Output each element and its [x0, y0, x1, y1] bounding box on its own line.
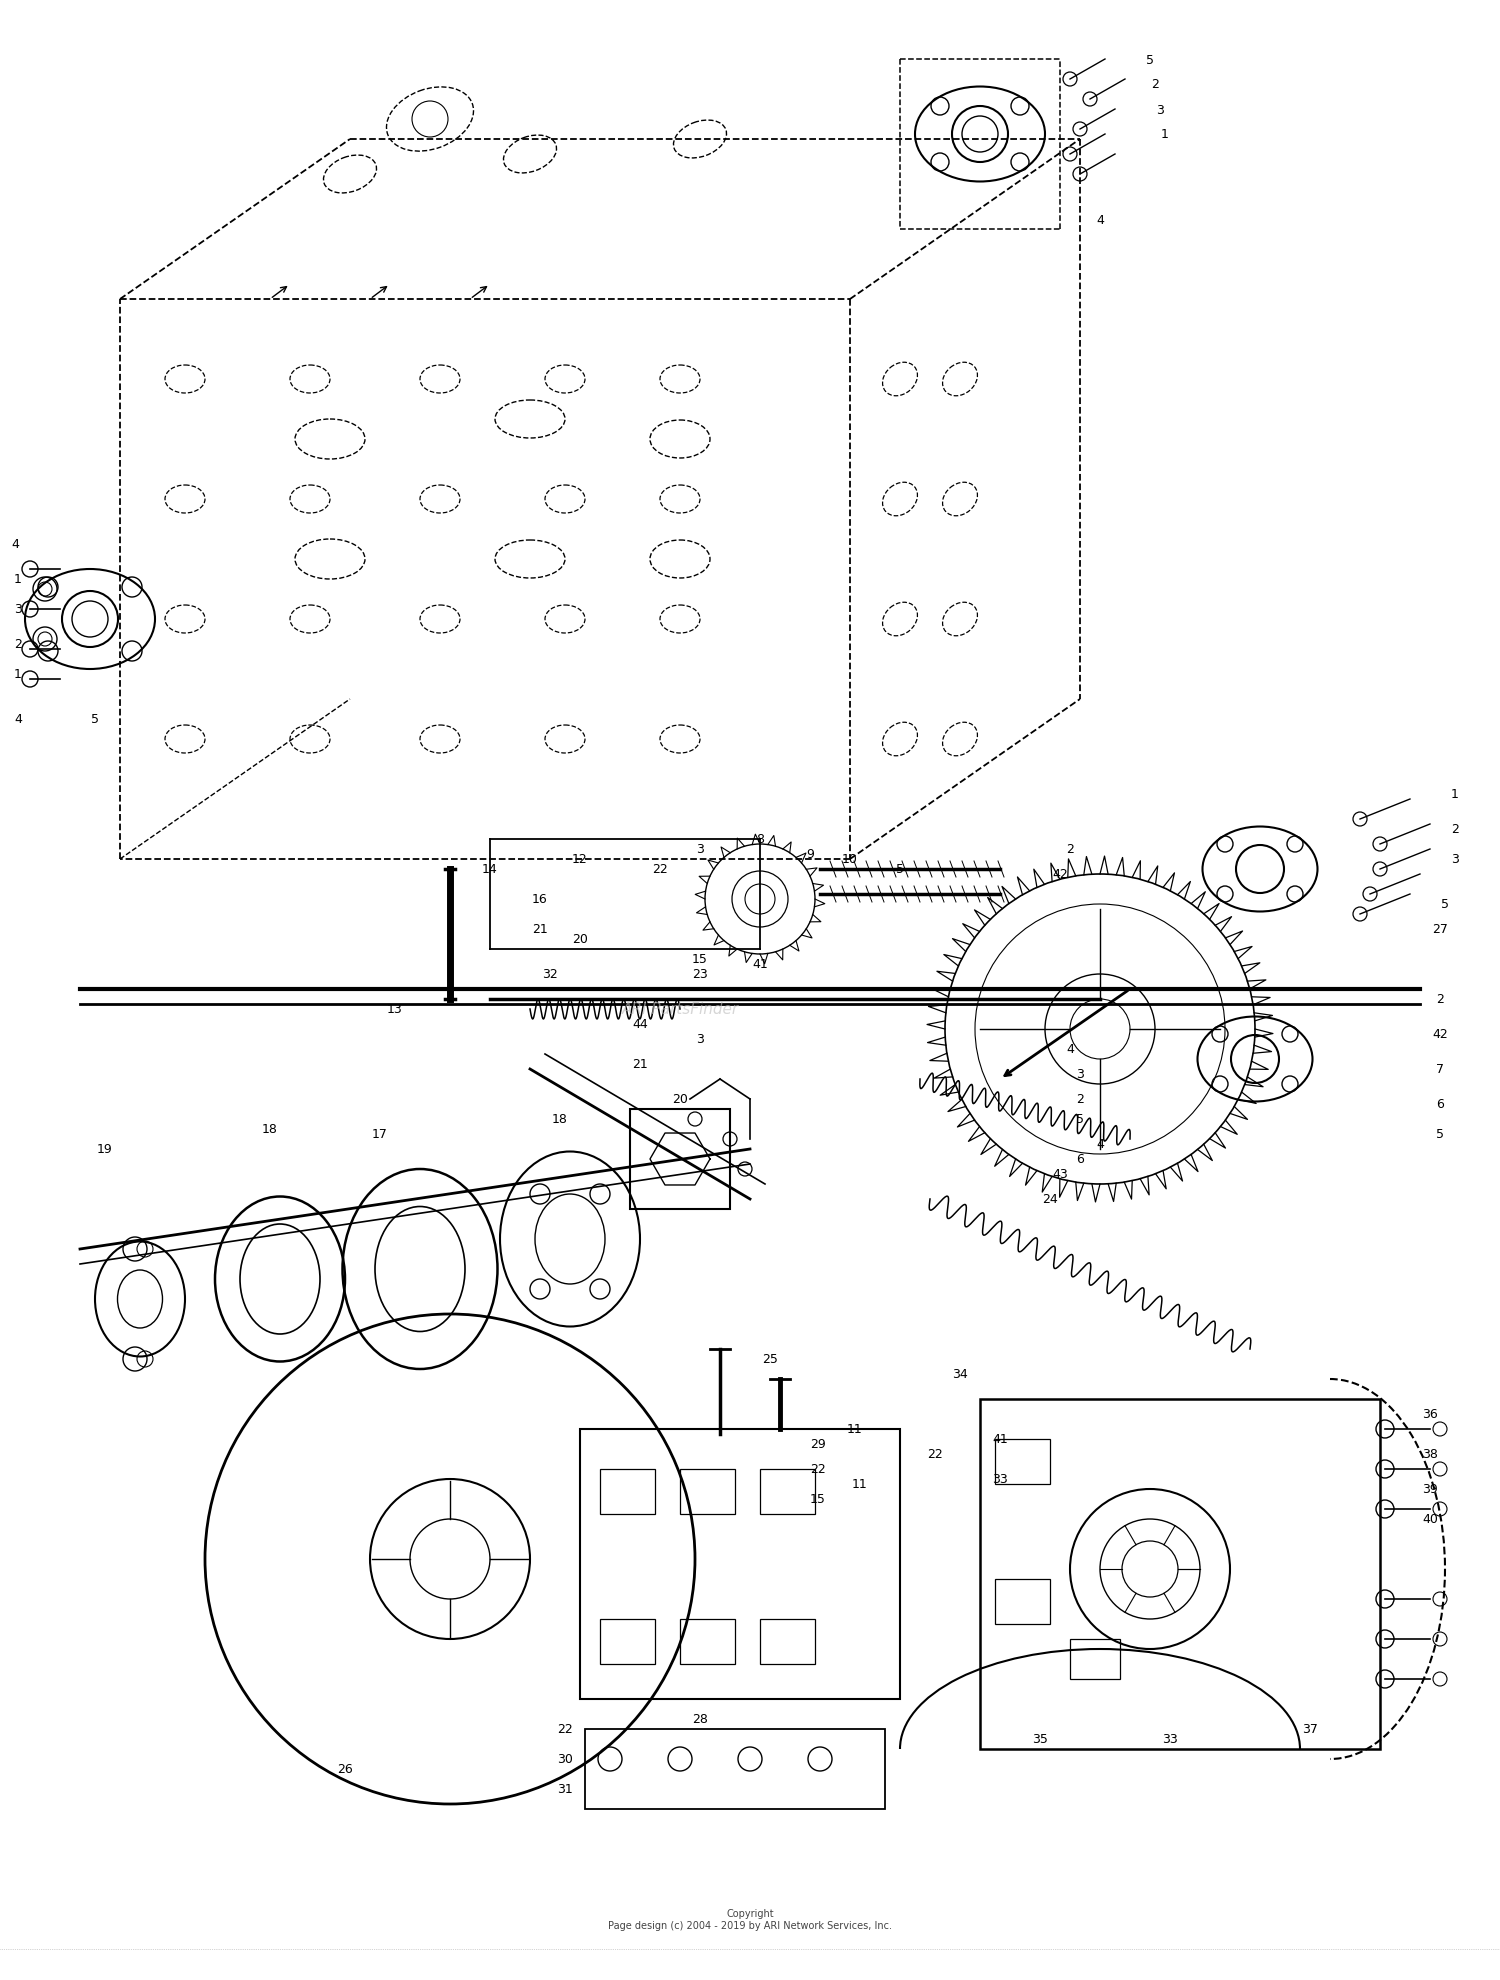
Text: 22: 22 [927, 1447, 944, 1461]
Text: 40: 40 [1422, 1513, 1438, 1527]
Text: 12: 12 [572, 853, 588, 865]
Text: 11: 11 [852, 1477, 868, 1491]
Bar [600, 1620, 656, 1663]
Bar [994, 1439, 1050, 1485]
Text: 5: 5 [92, 713, 99, 727]
Text: 34: 34 [952, 1368, 968, 1380]
Text: 18: 18 [262, 1123, 278, 1137]
Text: 2: 2 [1150, 79, 1160, 91]
Text: 33: 33 [992, 1473, 1008, 1485]
Text: 5: 5 [896, 863, 904, 875]
Text: 4: 4 [1096, 214, 1104, 226]
Text: 3: 3 [696, 843, 703, 855]
Text: 14: 14 [482, 863, 498, 875]
Text: 1: 1 [1450, 788, 1460, 802]
Text: Copyright
Page design (c) 2004 - 2019 by ARI Network Services, Inc.: Copyright Page design (c) 2004 - 2019 by… [608, 1909, 892, 1930]
Text: 42: 42 [1052, 867, 1068, 881]
Text: 32: 32 [542, 968, 558, 980]
Text: 16: 16 [532, 893, 548, 907]
Text: 24: 24 [1042, 1192, 1058, 1206]
Text: 33: 33 [1162, 1732, 1178, 1746]
Text: 6: 6 [1076, 1152, 1084, 1166]
Text: 1: 1 [13, 667, 22, 681]
Text: 35: 35 [1032, 1732, 1048, 1746]
Text: 37: 37 [1302, 1723, 1318, 1736]
Bar [1070, 1639, 1120, 1679]
Text: 4: 4 [1096, 1138, 1104, 1150]
Text: 18: 18 [552, 1113, 568, 1127]
Text: 31: 31 [556, 1782, 573, 1796]
Text: 5: 5 [1436, 1129, 1444, 1140]
Bar [585, 1729, 885, 1810]
Text: 21: 21 [632, 1057, 648, 1071]
Text: 2: 2 [1076, 1093, 1084, 1107]
Text: 39: 39 [1422, 1483, 1438, 1495]
Text: 2: 2 [13, 638, 22, 651]
Text: 27: 27 [1432, 923, 1448, 937]
Bar [630, 1109, 730, 1210]
Text: 1: 1 [13, 574, 22, 586]
Text: 22: 22 [556, 1723, 573, 1736]
Text: 4: 4 [13, 713, 22, 727]
Text: 5: 5 [1076, 1113, 1084, 1127]
Text: 15: 15 [810, 1493, 826, 1505]
Text: 41: 41 [752, 958, 768, 970]
Text: 42: 42 [1432, 1028, 1448, 1041]
Text: 11: 11 [847, 1424, 862, 1436]
Bar [680, 1469, 735, 1515]
Text: 22: 22 [652, 863, 668, 875]
Bar [760, 1469, 814, 1515]
Bar [580, 1430, 900, 1699]
Text: 20: 20 [572, 933, 588, 946]
Bar [600, 1469, 656, 1515]
Text: 29: 29 [810, 1437, 826, 1451]
Text: 9: 9 [806, 847, 814, 861]
Text: 8: 8 [756, 834, 764, 845]
Text: 5: 5 [1146, 53, 1154, 67]
Text: 15: 15 [692, 952, 708, 966]
Text: 25: 25 [762, 1352, 778, 1366]
Text: 3: 3 [1450, 853, 1460, 865]
Text: 10: 10 [842, 853, 858, 865]
Text: 6: 6 [1436, 1099, 1444, 1111]
Text: 23: 23 [692, 968, 708, 980]
Text: 28: 28 [692, 1713, 708, 1727]
Text: 19: 19 [98, 1142, 112, 1156]
Text: 2: 2 [1450, 824, 1460, 836]
Text: 4: 4 [10, 539, 20, 550]
Text: 20: 20 [672, 1093, 688, 1107]
Text: 3: 3 [13, 604, 22, 616]
Bar [980, 1400, 1380, 1748]
Text: 3: 3 [1156, 103, 1164, 117]
Text: 36: 36 [1422, 1408, 1438, 1422]
Text: 30: 30 [556, 1752, 573, 1766]
Text: 26: 26 [338, 1762, 352, 1776]
Text: ARI PartsFinder: ARI PartsFinder [621, 1002, 738, 1018]
Bar [994, 1580, 1050, 1624]
Text: 3: 3 [696, 1034, 703, 1045]
Text: 22: 22 [810, 1463, 826, 1475]
Bar [680, 1620, 735, 1663]
Text: 13: 13 [387, 1004, 404, 1016]
Bar [760, 1620, 814, 1663]
Text: 2: 2 [1436, 994, 1444, 1006]
Text: 2: 2 [1066, 843, 1074, 855]
Text: 17: 17 [372, 1129, 388, 1140]
Text: 21: 21 [532, 923, 548, 937]
Text: 3: 3 [1076, 1067, 1084, 1081]
Text: 41: 41 [992, 1434, 1008, 1445]
Text: 7: 7 [1436, 1063, 1444, 1075]
Text: 4: 4 [1066, 1043, 1074, 1055]
Text: 1: 1 [1161, 129, 1168, 141]
Text: 38: 38 [1422, 1447, 1438, 1461]
Text: 5: 5 [1442, 899, 1449, 911]
Text: 43: 43 [1052, 1168, 1068, 1180]
Text: 44: 44 [632, 1018, 648, 1032]
